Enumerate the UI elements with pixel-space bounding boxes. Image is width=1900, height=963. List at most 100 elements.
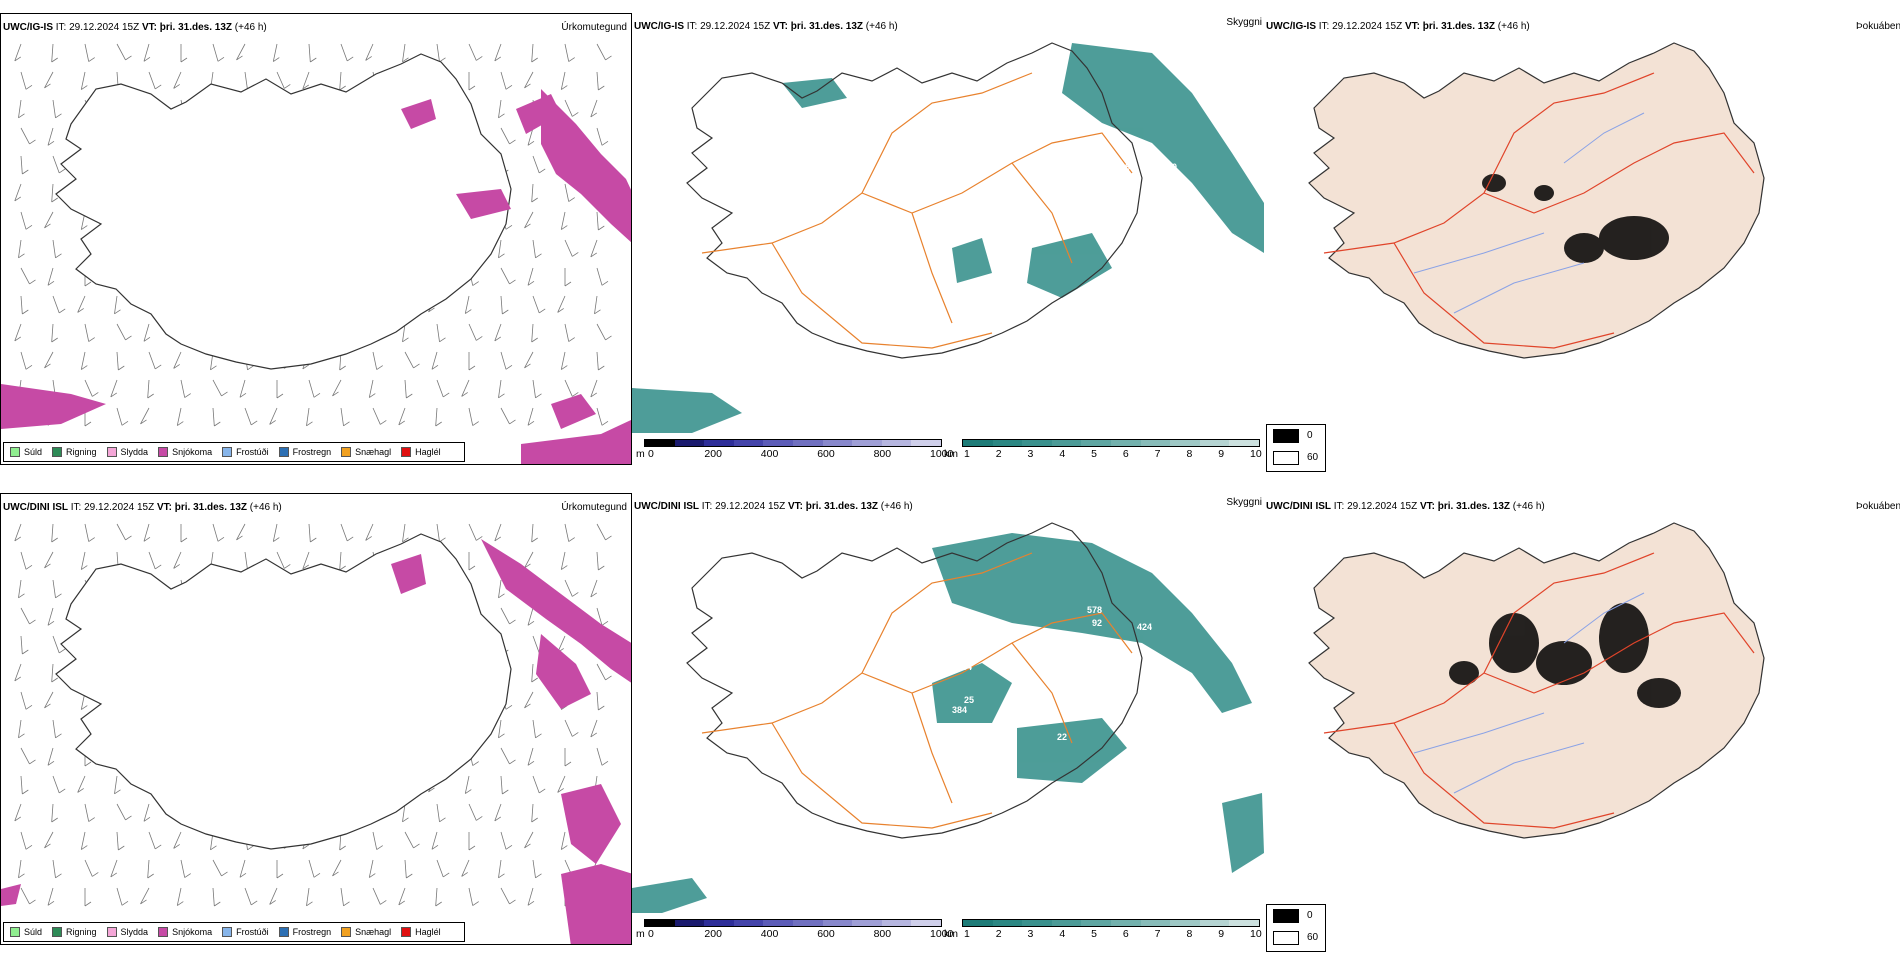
- wind-barb: [404, 859, 407, 879]
- wind-barb-flag: [154, 364, 162, 370]
- colorbar-tick: 3: [1027, 448, 1034, 460]
- colorbar-tick: 6: [1122, 928, 1129, 940]
- wind-barb-flag: [221, 391, 228, 397]
- wind-barb: [18, 719, 22, 738]
- wind-barb: [140, 407, 150, 425]
- wind-barb: [212, 887, 215, 907]
- wind-barb-flag: [590, 112, 598, 118]
- fog-areas: [1482, 174, 1669, 263]
- wind-barb-flag: [114, 789, 121, 795]
- wind-barb-flag: [81, 845, 88, 850]
- wind-barb: [44, 211, 54, 229]
- wind-barb: [500, 267, 510, 285]
- wind-barb: [77, 775, 86, 793]
- vis-area: [932, 663, 1012, 723]
- wind-barb: [340, 887, 344, 906]
- wind-barb: [596, 663, 606, 681]
- swatch: [278, 927, 289, 937]
- wind-barb-flag: [339, 365, 346, 371]
- wind-barb-flag: [143, 336, 151, 342]
- wind-barb: [498, 99, 502, 118]
- wind-barb: [20, 351, 27, 370]
- wind-barb-flag: [14, 536, 22, 542]
- wind-barb-flag: [51, 197, 58, 203]
- wind-barb: [332, 859, 342, 877]
- field-name: Þokuábendi: [1856, 21, 1900, 32]
- wind-barb-flag: [494, 56, 502, 62]
- vis-area: [932, 533, 1252, 713]
- snow-area: [561, 864, 631, 944]
- wind-barb: [14, 43, 22, 62]
- wind-barb: [173, 71, 182, 89]
- wind-barb-flag: [14, 336, 22, 342]
- wind-barb-flag: [598, 365, 605, 371]
- wind-barb: [239, 379, 246, 398]
- wind-barb-flag: [18, 873, 25, 879]
- wind-barb: [596, 323, 606, 341]
- panel-header: UWC/DINI ISL IT: 29.12.2024 15Z VT: þri.…: [3, 502, 282, 513]
- wind-barb-flag: [343, 901, 350, 907]
- fog-legend-high: 0: [1307, 430, 1313, 441]
- wind-barb: [564, 523, 570, 542]
- wind-barb: [590, 719, 598, 738]
- legend-item: Frostúði: [222, 927, 269, 937]
- wind-barb: [276, 71, 285, 89]
- wind-barb: [20, 831, 27, 850]
- wind-barb: [148, 351, 156, 370]
- wind-barb-flag: [236, 535, 243, 541]
- wind-barb: [596, 43, 606, 61]
- wind-barb: [51, 43, 54, 63]
- wind-barb: [80, 551, 86, 570]
- wind-barb: [398, 887, 406, 906]
- wind-barb: [524, 691, 534, 709]
- wind-barb: [402, 323, 406, 342]
- wind-barb-flag: [55, 113, 62, 119]
- wind-barb-flag: [590, 392, 598, 398]
- wind-barb-flag: [29, 899, 36, 905]
- wind-barb-flag: [561, 85, 568, 90]
- fog-area: [1482, 174, 1506, 192]
- wind-barb-flag: [402, 537, 409, 543]
- low-visibility-areas: [632, 533, 1264, 913]
- wind-barb: [531, 803, 534, 823]
- wind-barb: [212, 523, 219, 542]
- wind-barb-flag: [531, 57, 538, 63]
- wind-barb: [148, 831, 156, 850]
- colorbar-tick: 1000: [930, 448, 954, 460]
- wind-barb-flag: [527, 620, 535, 626]
- colorbar-step: [674, 920, 705, 926]
- snow-area: [536, 634, 591, 709]
- wind-barb: [147, 859, 150, 879]
- wind-barb: [596, 267, 603, 286]
- fog-panel: UWC/IG-IS IT: 29.12.2024 15Z VT: þri. 31…: [1264, 13, 1900, 478]
- wind-barb-flag: [605, 535, 612, 541]
- colorbar-step: [963, 440, 993, 446]
- wind-barb: [14, 323, 22, 342]
- snow-area: [391, 554, 426, 594]
- wind-barb-flag: [439, 337, 446, 343]
- wind-barb: [80, 351, 86, 370]
- wind-barb-flag: [442, 392, 450, 398]
- wind-barb-flag: [313, 872, 321, 878]
- fog-legend-high: 0: [1307, 910, 1313, 921]
- wind-barb-flag: [531, 677, 538, 683]
- wind-barb: [180, 859, 186, 878]
- wind-barb-flag: [346, 536, 354, 542]
- wind-barb-flag: [25, 364, 33, 370]
- wind-barb: [531, 323, 534, 343]
- legend-item: Snjókoma: [158, 927, 212, 937]
- wind-barb: [20, 155, 23, 175]
- forecast-row-ig-is: UWC/IG-IS IT: 29.12.2024 15Z VT: þri. 31…: [0, 13, 1900, 483]
- wind-barb: [212, 43, 219, 62]
- fog-area: [1637, 678, 1681, 708]
- wind-barb-flag: [531, 817, 538, 823]
- wind-barb-flag: [505, 844, 513, 850]
- wind-barb-flag: [25, 84, 33, 90]
- swatch: [52, 447, 63, 457]
- wind-barb-flag: [247, 365, 254, 371]
- wind-barb-flag: [561, 845, 568, 850]
- wind-barb-flag: [154, 84, 162, 90]
- wind-barb: [564, 719, 573, 737]
- wind-barb: [239, 859, 246, 878]
- wind-barb-flag: [18, 733, 25, 739]
